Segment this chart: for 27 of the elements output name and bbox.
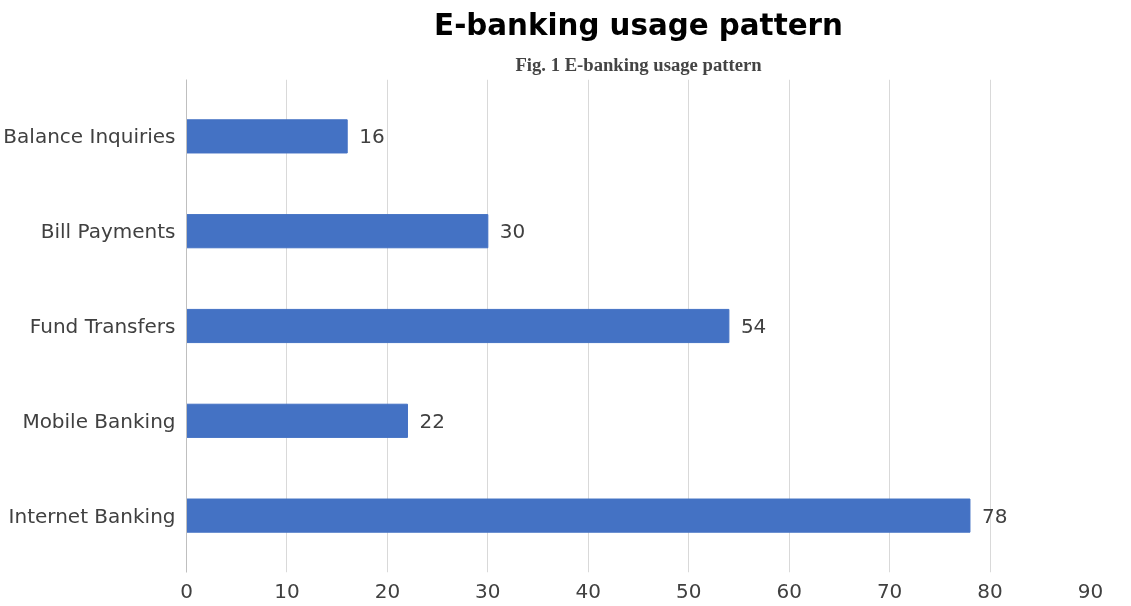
x-tick-label: 40: [575, 578, 602, 603]
data-label: 16: [359, 124, 385, 149]
x-tick-label: 20: [374, 578, 401, 603]
data-label: 22: [419, 408, 445, 433]
bar: [186, 214, 489, 249]
bar: [186, 498, 971, 533]
x-tick-label: 80: [977, 578, 1003, 603]
x-tick-label: 30: [475, 578, 501, 603]
chart-title: E-banking usage pattern: [434, 7, 843, 42]
y-tick-label: Balance Inquiries: [3, 124, 176, 149]
x-tick-label: 50: [676, 578, 702, 603]
caption: Fig. 1 E-banking usage pattern: [515, 53, 763, 75]
y-tick-label: Bill Payments: [40, 219, 176, 244]
x-tick-label: 60: [776, 578, 802, 603]
data-label: 54: [740, 314, 767, 338]
bar: [186, 403, 408, 438]
y-tick-label: Mobile Banking: [22, 408, 176, 433]
x-tick-label: 70: [876, 578, 903, 603]
bar: [186, 119, 348, 154]
x-tick-label: 90: [1077, 578, 1104, 603]
x-tick-label: 0: [180, 578, 193, 603]
y-tick-label: Internet Banking: [8, 503, 176, 528]
data-label: 78: [981, 503, 1008, 528]
bar: [186, 308, 730, 344]
x-tick-label: 10: [274, 578, 300, 603]
data-label: 30: [499, 219, 526, 244]
y-tick-label: Fund Transfers: [29, 314, 176, 338]
